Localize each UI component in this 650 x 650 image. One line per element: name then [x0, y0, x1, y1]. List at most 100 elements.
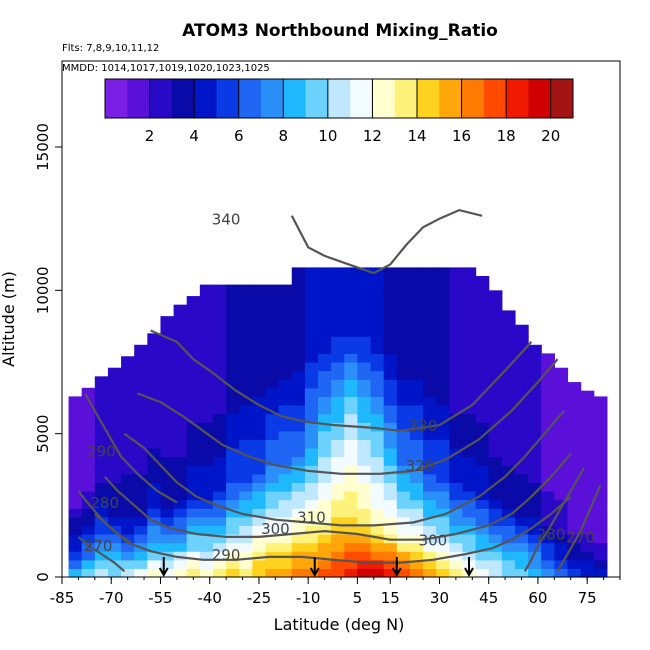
heatmap-cell — [239, 525, 253, 535]
heatmap-cell — [370, 508, 385, 518]
heatmap-cell — [580, 525, 595, 535]
heatmap-cell — [436, 276, 450, 286]
colorbar-swatch — [439, 79, 463, 118]
heatmap-cell — [344, 413, 359, 423]
heatmap-cell — [291, 276, 306, 286]
contour-line — [103, 452, 572, 541]
heatmap-cell — [186, 405, 201, 415]
heatmap-cell — [68, 465, 83, 475]
heatmap-cell — [449, 379, 464, 389]
heatmap-cell — [344, 542, 359, 552]
heatmap-cell — [265, 336, 280, 346]
heatmap-cell — [462, 405, 477, 415]
heatmap-cell — [265, 319, 280, 329]
heatmap-cell — [514, 508, 529, 518]
heatmap-cell — [462, 344, 477, 354]
heatmap-cell — [265, 534, 280, 544]
heatmap-cell — [383, 559, 398, 569]
heatmap-cell — [252, 319, 267, 329]
heatmap-cell — [239, 456, 253, 466]
arrow-head — [158, 567, 169, 578]
heatmap-cell — [199, 491, 214, 501]
heatmap-cell — [304, 525, 319, 535]
heatmap-cell — [94, 542, 109, 552]
heatmap-cell — [436, 327, 450, 337]
heatmap-cell — [383, 499, 398, 509]
heatmap-cell — [160, 456, 175, 466]
heatmap-cell — [409, 413, 424, 423]
heatmap-cell — [134, 370, 148, 380]
colorbar-swatch — [372, 79, 396, 118]
heatmap-cell — [344, 534, 359, 544]
heatmap-cell — [462, 319, 477, 329]
heatmap-cell — [147, 465, 162, 475]
heatmap-cell — [68, 422, 83, 432]
heatmap-cell — [291, 370, 306, 380]
heatmap-cell — [580, 413, 595, 423]
heatmap-cell — [475, 396, 490, 406]
heatmap-cell — [212, 353, 227, 363]
heatmap-cell — [370, 336, 385, 346]
heatmap-cell — [488, 310, 503, 320]
heatmap-cell — [107, 405, 122, 415]
heatmap-cell — [488, 387, 503, 397]
heatmap-cell — [186, 344, 201, 354]
heatmap-cell — [436, 319, 450, 329]
heatmap-cell — [344, 482, 359, 492]
heatmap-cell — [475, 344, 490, 354]
heatmap-cell — [593, 508, 608, 518]
heatmap-cell — [107, 370, 122, 380]
heatmap-cell — [567, 491, 582, 501]
heatmap-cell — [199, 379, 214, 389]
heatmap-cell — [226, 473, 240, 483]
heatmap-cell — [501, 491, 516, 501]
heatmap-cell — [580, 390, 595, 397]
heatmap-cell — [331, 344, 345, 354]
heatmap-cell — [501, 448, 516, 458]
heatmap-cells — [68, 267, 608, 578]
heatmap-cell — [265, 387, 280, 397]
heatmap-cell — [304, 534, 319, 544]
colorbar-swatch — [550, 79, 574, 118]
chart-title: ATOM3 Northbound Mixing_Ratio — [182, 21, 498, 41]
heatmap-cell — [304, 448, 319, 458]
heatmap-cell — [186, 327, 201, 337]
heatmap-cell — [462, 293, 477, 303]
colorbar-swatch — [528, 79, 552, 118]
heatmap-cell — [121, 362, 135, 372]
heatmap-cell — [81, 422, 96, 432]
heatmap-cell — [121, 396, 135, 406]
heatmap-cell — [278, 448, 293, 458]
heatmap-cell — [252, 559, 267, 569]
heatmap-cell — [265, 491, 280, 501]
heatmap-cell — [81, 568, 96, 578]
heatmap-cell — [449, 465, 464, 475]
heatmap-cell — [528, 465, 542, 475]
heatmap-cell — [541, 499, 555, 509]
heatmap-cell — [409, 353, 424, 363]
heatmap-cell — [278, 336, 293, 346]
heatmap-cell — [501, 473, 516, 483]
heatmap-cell — [344, 568, 359, 578]
heatmap-cell — [593, 525, 608, 535]
heatmap-cell — [212, 387, 227, 397]
heatmap-cell — [436, 491, 450, 501]
heatmap-cell — [121, 508, 135, 518]
heatmap-cell — [357, 267, 372, 277]
heatmap-cell — [528, 430, 542, 440]
heatmap-cell — [488, 396, 503, 406]
colorbar-swatch — [194, 79, 217, 118]
heatmap-cell — [186, 559, 201, 569]
heatmap-cell — [252, 422, 267, 432]
heatmap-cell — [436, 534, 450, 544]
heatmap-cell — [409, 525, 424, 535]
heatmap-cell — [147, 439, 162, 449]
heatmap-cell — [409, 344, 424, 354]
heatmap-cell — [383, 525, 398, 535]
heatmap-cell — [370, 448, 385, 458]
heatmap-cell — [239, 465, 253, 475]
heatmap-cell — [383, 508, 398, 518]
heatmap-cell — [304, 516, 319, 526]
heatmap-cell — [541, 439, 555, 449]
heatmap-cell — [278, 353, 293, 363]
